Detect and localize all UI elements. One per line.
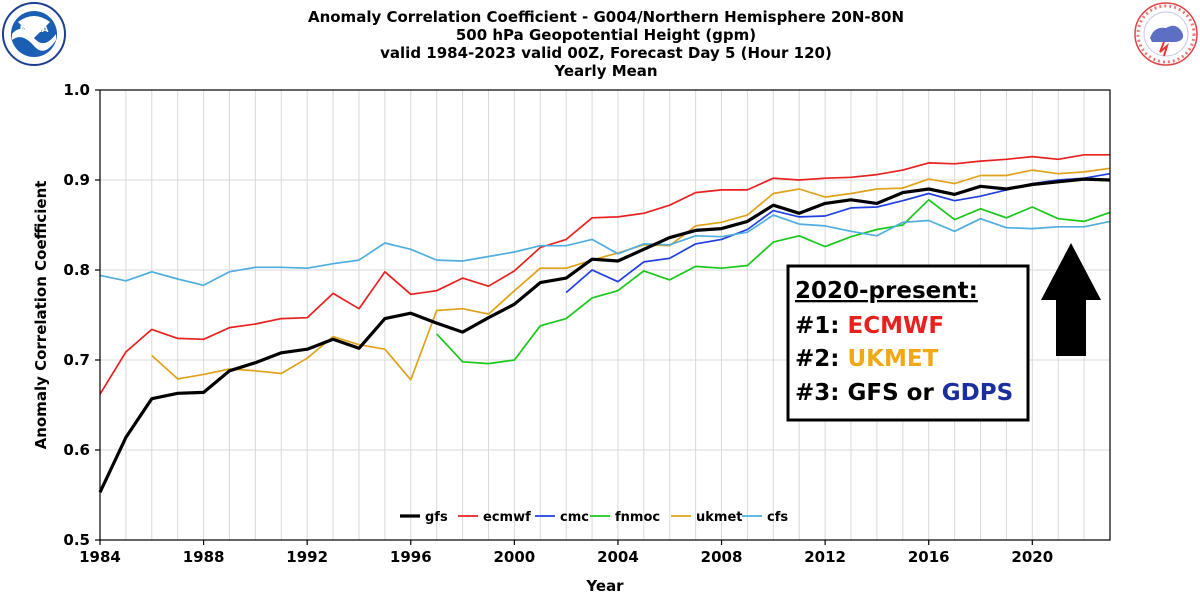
title-line-3: valid 1984-2023 valid 00Z, Forecast Day … (380, 44, 832, 62)
y-tick-label: 0.9 (63, 171, 90, 189)
series-line-cfs (99, 214, 1111, 287)
x-tick-label: 1988 (183, 548, 225, 566)
annotation-rank-3: #3: GFS or GDPS (795, 380, 1013, 406)
nws-logo-icon (1134, 2, 1198, 66)
title-line-1: Anomaly Correlation Coefficient - G004/N… (308, 8, 904, 26)
x-tick-label: 1984 (79, 548, 121, 566)
x-tick-label: 2012 (804, 548, 846, 566)
rank-3-prefix: #3: GFS or (795, 380, 942, 406)
noaa-logo-text: NOAA (20, 25, 49, 35)
y-tick-label: 0.8 (63, 261, 90, 279)
annotation-box: 2020-present: #1: ECMWF #2: UKMET #3: GF… (786, 264, 1030, 422)
series-line-fnmoc (436, 198, 1111, 365)
title-line-2: 500 hPa Geopotential Height (gpm) (456, 26, 756, 44)
chart-title: Anomaly Correlation Coefficient - G004/N… (308, 8, 904, 80)
rank-3-name: GDPS (942, 380, 1013, 406)
plot-frame (99, 89, 1111, 541)
legend-label-ecmwf: ecmwf (483, 510, 531, 525)
y-tick-label: 1.0 (63, 81, 90, 99)
title-line-4: Yearly Mean (553, 62, 657, 80)
x-tick-label: 1992 (286, 548, 328, 566)
x-tick-label: 2008 (701, 548, 743, 566)
series-line-gfs (98, 177, 1111, 493)
rank-2-prefix: #2: (795, 346, 847, 372)
noaa-logo-icon: NOAA (2, 2, 66, 66)
rank-1-name: ECMWF (847, 313, 944, 339)
y-tick-label: 0.7 (63, 351, 90, 369)
legend-label-ukmet: ukmet (696, 510, 742, 525)
annotation-rank-2: #2: UKMET (795, 346, 939, 372)
annotation-heading: 2020-present: (795, 278, 978, 304)
up-arrow-icon (1041, 243, 1101, 356)
legend-label-gfs: gfs (425, 510, 448, 525)
legend-label-cmc: cmc (560, 510, 589, 525)
y-tick-label: 0.6 (63, 441, 90, 459)
legend-label-fnmoc: fnmoc (615, 510, 660, 525)
annotation-frame (786, 264, 1030, 422)
annotation-rank-1: #1: ECMWF (795, 313, 944, 339)
series-layer (98, 153, 1111, 493)
y-tick-label: 0.5 (63, 531, 90, 549)
x-tick-label: 2004 (597, 548, 639, 566)
series-line-ecmwf (99, 153, 1110, 395)
legend-label-cfs: cfs (767, 510, 788, 525)
x-tick-label: 1996 (390, 548, 432, 566)
x-tick-label: 2016 (908, 548, 950, 566)
x-tick-label: 2020 (1011, 548, 1053, 566)
x-axis-label: Year (585, 577, 624, 595)
rank-2-name: UKMET (847, 346, 938, 372)
y-axis-label: Anomaly Correlation Coefficient (32, 181, 50, 450)
legend: gfs ecmwf cmc fnmoc ukmet cfs (400, 510, 788, 525)
rank-1-prefix: #1: (795, 313, 847, 339)
axis-ticks: 0.5 0.6 0.7 0.8 0.9 1.0 1984 1988 1992 1996 2000 20… (63, 81, 1053, 566)
x-tick-label: 2000 (493, 548, 535, 566)
